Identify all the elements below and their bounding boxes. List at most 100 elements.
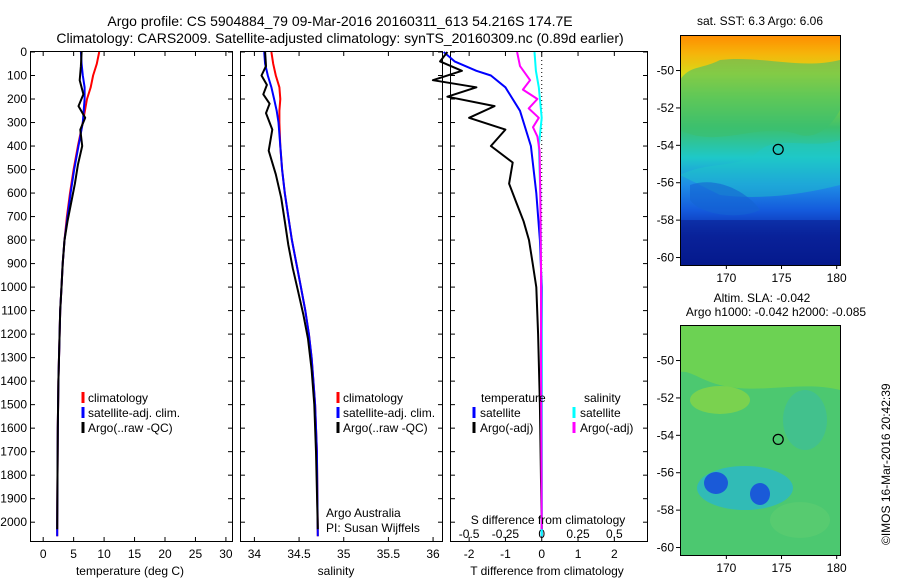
sst-map-frame <box>680 35 841 266</box>
sst-lat-tick-label: -54 <box>657 138 675 152</box>
depth-tick-label: 100 <box>7 69 27 83</box>
temperature-x-tick-label: 30 <box>219 547 233 561</box>
sla-lat-tick-label: -50 <box>657 354 675 368</box>
sla-map <box>680 325 841 556</box>
map-axes-layer: 170 175 180 -50 -52 -54 -56 -58 -60 170 175 180 -50 -… <box>657 64 847 575</box>
temperature-legend-label: satellite-adj. clim. <box>88 406 180 420</box>
s-difference-tick-label: 0.25 <box>566 527 590 541</box>
sst-lon-tick-label: 180 <box>827 271 847 285</box>
sla-blue-eddy-west <box>704 472 728 494</box>
sla-lat-tick-label: -56 <box>657 466 675 480</box>
sla-lon-tick-label: 170 <box>716 561 736 575</box>
sst-blue-patch <box>690 182 760 216</box>
depth-tick-label: 0 <box>20 45 27 59</box>
temperature-series-argo-raw-qc- <box>56 51 87 530</box>
temperature-x-tick-label: 15 <box>128 547 142 561</box>
depth-tick-label: 200 <box>7 92 27 106</box>
depth-tick-label: 300 <box>7 116 27 130</box>
sla-map-subtitle: Argo h1000: -0.042 h2000: -0.085 <box>686 305 866 319</box>
salinity-plot-frame <box>240 51 443 542</box>
depth-tick-label: 400 <box>7 139 27 153</box>
sla-map-title: Altim. SLA: -0.042 <box>714 291 811 305</box>
difference-legend-label: Argo(-adj) <box>480 421 533 435</box>
sla-lon-tick-label: 180 <box>827 561 847 575</box>
figure-title-line-2: Climatology: CARS2009. Satellite-adjuste… <box>56 30 624 46</box>
sla-lon-tick-label: 175 <box>772 561 792 575</box>
depth-tick-label: 700 <box>7 210 27 224</box>
temperature-x-tick-label: 10 <box>97 547 111 561</box>
depth-tick-label: 800 <box>7 233 27 247</box>
sst-lat-tick-label: -56 <box>657 176 675 190</box>
sla-lat-tick-label: -54 <box>657 428 675 442</box>
axes-layer: 0100200300400500600700800900100011001200… <box>0 45 647 561</box>
sst-lat-tick-label: -50 <box>657 64 675 78</box>
salinity-series-satellite-adj-clim- <box>263 51 319 537</box>
s-difference-tick-label: -0.25 <box>492 527 520 541</box>
salinity-legend-label: satellite-adj. clim. <box>343 406 435 420</box>
sla-lat-tick-label: -60 <box>657 541 675 555</box>
difference-x-tick-label: 0 <box>538 547 545 561</box>
pi-label: PI: Susan Wijffels <box>326 521 420 535</box>
sla-argo-location-marker <box>772 433 784 445</box>
depth-tick-label: 1300 <box>0 351 27 365</box>
temperature-x-tick-label: 0 <box>40 547 47 561</box>
depth-tick-label: 1400 <box>0 374 27 388</box>
salinity-x-tick-label: 35 <box>337 547 351 561</box>
difference-legend-salinity-title: salinity <box>584 391 621 405</box>
s-difference-tick-label: 0.5 <box>606 527 623 541</box>
sst-map <box>680 35 841 266</box>
sla-blue-eddy-east <box>750 483 770 505</box>
sst-lon-tick-label: 170 <box>716 271 736 285</box>
depth-tick-label: 1900 <box>0 492 27 506</box>
salinity-series-argo-raw-qc- <box>260 51 319 530</box>
sst-map-title: sat. SST: 6.3 Argo: 6.06 <box>697 14 823 28</box>
s-difference-tick-label: -0.5 <box>459 527 480 541</box>
depth-tick-label: 500 <box>7 163 27 177</box>
sst-lat-tick-label: -60 <box>657 251 675 265</box>
sla-lat-tick-label: -52 <box>657 391 675 405</box>
salinity-xlabel: salinity <box>318 564 355 578</box>
salinity-x-tick-label: 34 <box>248 547 262 561</box>
depth-tick-label: 600 <box>7 186 27 200</box>
series-layer <box>56 51 543 537</box>
sst-green-band <box>680 58 840 138</box>
difference-legend-temperature-title: temperature <box>481 391 546 405</box>
temperature-x-tick-label: 20 <box>158 547 172 561</box>
temperature-legend-label: climatology <box>88 391 148 405</box>
depth-tick-label: 1800 <box>0 468 27 482</box>
difference-series-s-argo-adj- <box>516 51 543 530</box>
difference-x-tick-label: 1 <box>575 547 582 561</box>
imos-credit: ©IMOS 16-Mar-2016 20:42:39 <box>879 383 893 545</box>
temperature-legend-label: Argo(..raw -QC) <box>88 421 173 435</box>
depth-tick-label: 900 <box>7 257 27 271</box>
difference-plot-frame <box>450 51 648 542</box>
salinity-x-tick-label: 36 <box>426 547 440 561</box>
difference-xlabel: T difference from climatology <box>470 564 624 578</box>
sst-cyan-band <box>680 140 840 197</box>
temperature-xlabel: temperature (deg C) <box>76 564 184 578</box>
depth-tick-label: 1100 <box>1 304 27 318</box>
temperature-plot-frame <box>30 51 233 542</box>
salinity-legend-label: climatology <box>343 391 403 405</box>
temperature-series-climatology <box>56 51 101 537</box>
sla-teal-patch <box>783 390 827 450</box>
sst-lat-tick-label: -52 <box>657 101 675 115</box>
sla-yellow-green-patch <box>690 386 750 414</box>
salinity-x-tick-label: 35.5 <box>377 547 401 561</box>
figure-title-line-1: Argo profile: CS 5904884_79 09-Mar-2016 … <box>107 13 573 29</box>
sla-light-green-area <box>680 325 840 390</box>
sla-green-patch <box>770 502 830 538</box>
sla-lat-tick-label: -58 <box>657 503 675 517</box>
difference-x-tick-label: -1 <box>500 547 511 561</box>
depth-tick-label: 1700 <box>0 445 27 459</box>
temperature-x-tick-label: 25 <box>189 547 203 561</box>
sst-lon-tick-label: 175 <box>772 271 792 285</box>
depth-tick-label: 2000 <box>0 515 27 529</box>
salinity-legend-label: Argo(..raw -QC) <box>343 421 428 435</box>
depth-tick-label: 1200 <box>0 327 27 341</box>
sst-argo-location-marker <box>772 143 784 155</box>
depth-tick-label: 1000 <box>0 280 27 294</box>
difference-legend-label: satellite <box>480 406 521 420</box>
sst-lat-tick-label: -58 <box>657 213 675 227</box>
